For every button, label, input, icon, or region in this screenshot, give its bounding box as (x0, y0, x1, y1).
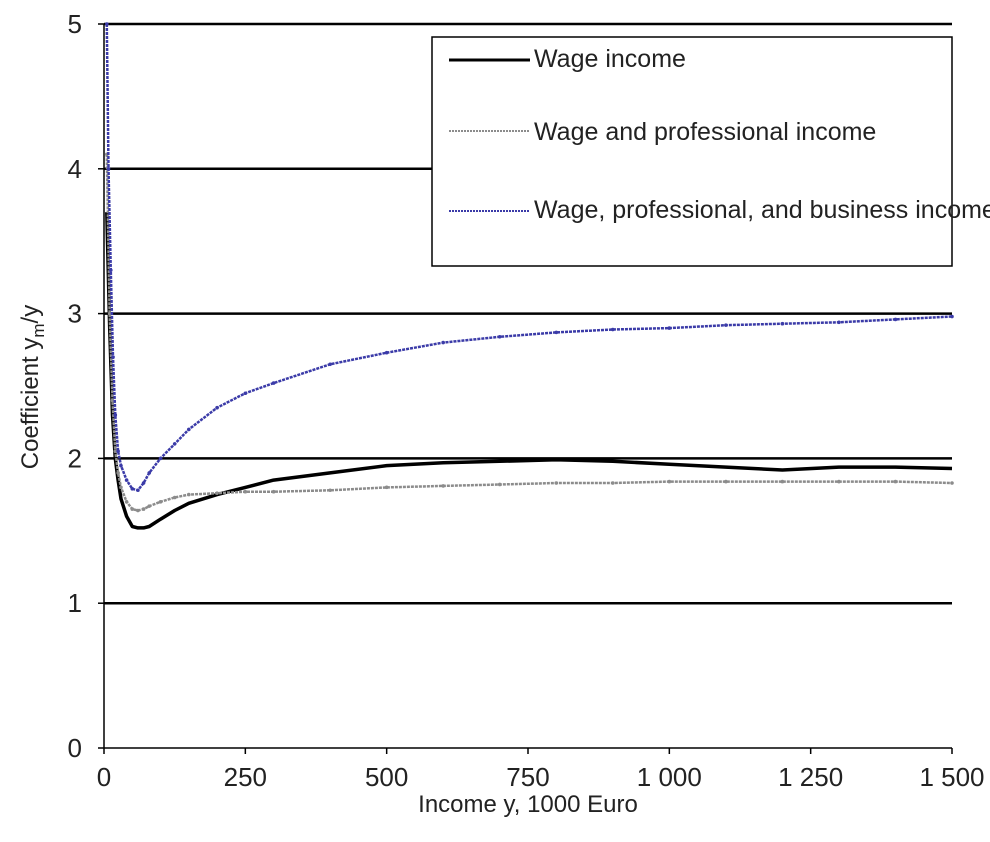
series-wage-professional-income-point (107, 311, 112, 316)
series-wage-professional-income-point (172, 495, 177, 500)
axes (98, 23, 953, 754)
series-lines (105, 22, 954, 530)
series-wage-professional-income-point (667, 479, 672, 484)
series-wage-professional-income-point (136, 508, 140, 513)
series-wage-professional-business-income-point (724, 323, 728, 327)
series-wage-professional-income-point (110, 398, 115, 403)
series-wage-professional-income-point (187, 492, 191, 497)
series-wage-professional-business-income-point (384, 350, 389, 355)
series-wage-professional-income-point (158, 500, 163, 504)
y-tick-label-5: 5 (68, 9, 82, 39)
series-wage-professional-income-point (780, 479, 785, 484)
series-wage-professional-income-point (328, 488, 332, 493)
y-tick-label-3: 3 (68, 299, 82, 329)
series-wage-professional-business-income-line (105, 23, 953, 492)
y-axis-title: Coefficient ym/y (17, 305, 48, 469)
series-wage-professional-business-income-point (837, 320, 841, 325)
tick-labels: 0 1 2 3 4 5 0 250 500 750 1 000 1 250 1 500 (68, 9, 985, 792)
series-wage-professional-business-income-point (119, 463, 123, 468)
y-axis-title-tail: /y (17, 305, 44, 324)
series-wage-professional-business-income-point (611, 327, 615, 332)
series-wage-professional-business-income-point (116, 449, 120, 453)
series-wage-professional-business-income-point (106, 167, 111, 171)
series-wage-professional-income-point (837, 479, 841, 484)
series-wage-professional-income-point (130, 507, 135, 511)
series-wage-professional-income-point (724, 479, 728, 484)
x-tick-label-0: 0 (97, 762, 111, 792)
y-tick-label-4: 4 (68, 154, 82, 184)
y-axis-title-letter: y (17, 338, 44, 350)
series-wage-professional-business-income-point (111, 355, 115, 359)
series-wage-professional-business-income-point (893, 317, 898, 322)
series-wage-professional-income-point (441, 484, 446, 488)
series-wage-professional-business-income-point (441, 340, 446, 345)
series-wage-professional-income-point (215, 491, 219, 495)
series-wage-professional-business-income-point (124, 478, 129, 482)
series-wage-professional-business-income-point (147, 471, 152, 475)
series-wage-professional-business-income-point (187, 427, 191, 432)
series-wage-professional-business-income-point (243, 391, 248, 396)
y-tick-label-1: 1 (68, 588, 82, 618)
series-wage-professional-business-income-point (780, 321, 785, 326)
legend: Wage income Wage and professional income… (431, 36, 990, 267)
series-wage-professional-income-point (554, 481, 559, 485)
x-tick-label-750: 750 (506, 762, 549, 792)
series-wage-professional-income-point (119, 485, 123, 490)
series-wage-professional-business-income-point (271, 381, 276, 385)
x-tick-label-1500: 1 500 (919, 762, 984, 792)
series-wage-professional-business-income (105, 22, 954, 493)
series-wage-professional-business-income-point (497, 334, 502, 339)
series-wage-professional-business-income-point (113, 413, 118, 417)
series-wage-professional-business-income-point (215, 405, 219, 410)
y-tick-label-2: 2 (68, 443, 82, 473)
x-tick-label-250: 250 (224, 762, 267, 792)
series-wage-professional-income-point (384, 485, 389, 490)
series-wage-professional-business-income-point (141, 481, 146, 485)
series-wage-professional-business-income-point (130, 487, 135, 491)
series-wage-professional-business-income-point (105, 22, 109, 26)
x-axis-title: Income y, 1000 Euro (418, 791, 638, 818)
series-wage-professional-business-income-point (554, 330, 559, 335)
series-wage-professional-business-income-point (328, 362, 332, 367)
series-wage-professional-income-point (271, 489, 276, 494)
series-wage-professional-business-income-point (136, 488, 140, 493)
x-tick-label-500: 500 (365, 762, 408, 792)
series-wage-professional-business-income-point (950, 314, 954, 319)
series-wage-professional-income-point (141, 507, 146, 511)
series-wage-professional-business-income-point (172, 442, 177, 446)
series-wage-professional-income-point (147, 504, 152, 508)
legend-label-wage-professional-business: Wage, professional, and business income (534, 196, 990, 224)
series-wage-professional-business-income-point (667, 326, 672, 330)
series-wage-professional-income-point (116, 471, 120, 475)
legend-label-wage: Wage income (534, 45, 686, 73)
series-wage-professional-income-point (113, 449, 118, 453)
y-tick-label-0: 0 (68, 733, 82, 763)
x-tick-label-1000: 1 000 (637, 762, 702, 792)
y-axis-title-subscript: m (29, 323, 48, 337)
y-axis-title-main: Coefficient (17, 350, 44, 470)
series-wage-professional-business-income-point (158, 456, 163, 461)
series-wage-professional-income-point (893, 479, 898, 484)
series-wage-professional-income-point (950, 481, 954, 485)
series-wage-professional-business-income-point (108, 268, 113, 272)
x-tick-label-1250: 1 250 (778, 762, 843, 792)
series-wage-professional-income-point (243, 489, 248, 494)
series-wage-professional-income-point (497, 482, 502, 487)
series-wage-professional-income-point (611, 481, 615, 485)
legend-label-wage-professional: Wage and professional income (534, 118, 876, 146)
series-wage-professional-income (105, 152, 954, 513)
legend-box (431, 36, 953, 267)
series-wage-professional-income-point (124, 500, 129, 504)
